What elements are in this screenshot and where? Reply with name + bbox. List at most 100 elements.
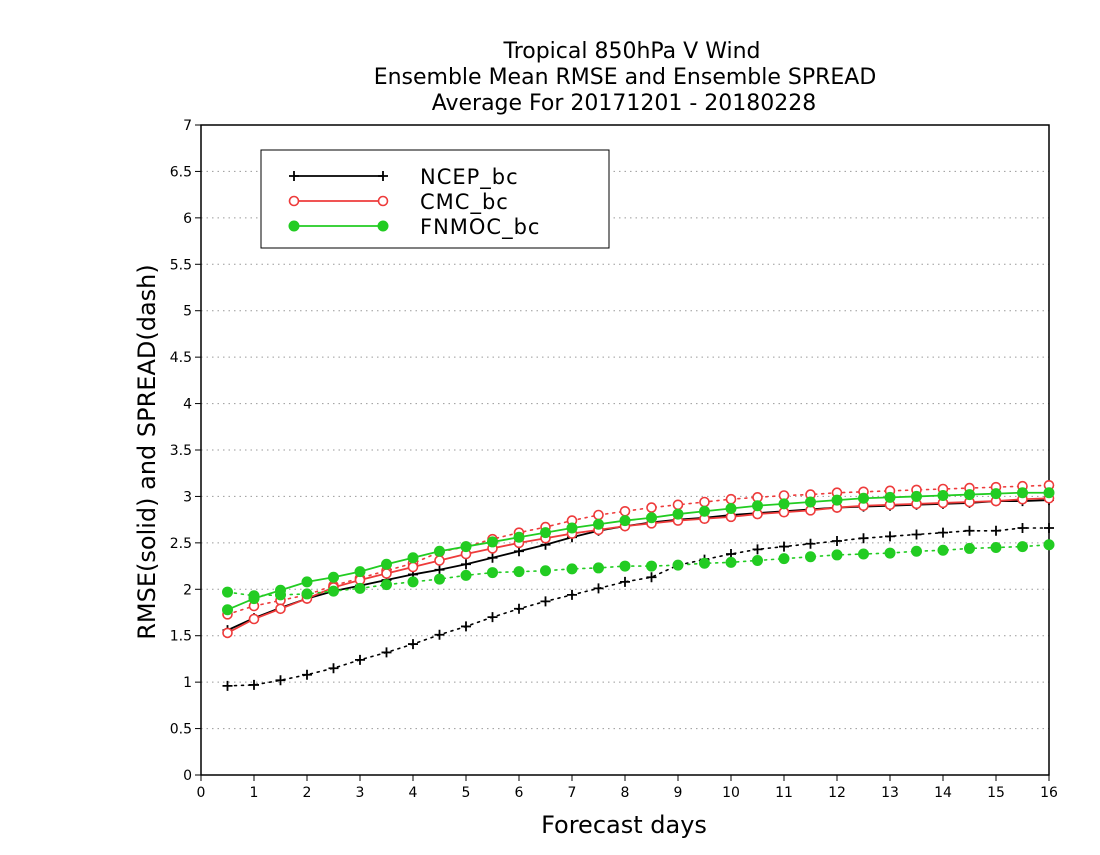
rmse-point-fnmoc-bc <box>407 552 419 564</box>
spread-point-fnmoc-bc <box>619 560 631 572</box>
rmse-point-fnmoc-bc <box>805 496 816 508</box>
spread-point-fnmoc-bc <box>460 569 472 581</box>
spread-point-ncep-bc <box>249 679 259 690</box>
spread-point-ncep-bc <box>911 529 922 540</box>
spread-point-fnmoc-bc <box>884 547 896 559</box>
spread-point-ncep-bc <box>540 596 551 607</box>
x-tick-label: 3 <box>356 785 365 801</box>
spread-point-fnmoc-bc <box>964 542 975 554</box>
x-tick-label: 10 <box>722 785 740 801</box>
x-tick-label: 5 <box>462 785 471 801</box>
x-tick-label: 13 <box>881 785 899 801</box>
legend-marker-ncep-bc <box>378 171 388 181</box>
rmse-point-fnmoc-bc <box>593 518 604 530</box>
spread-point-ncep-bc <box>593 583 604 594</box>
spread-point-ncep-bc <box>885 531 895 542</box>
spread-point-ncep-bc <box>858 533 869 544</box>
x-tick-label: 14 <box>934 785 952 801</box>
spread-point-ncep-bc <box>964 525 975 536</box>
rmse-point-ncep-bc <box>487 552 498 563</box>
x-tick-label: 9 <box>674 785 683 801</box>
gridlines <box>201 170 1049 730</box>
y-tick-label: 0 <box>183 768 192 784</box>
spread-point-fnmoc-bc <box>222 586 233 598</box>
rmse-point-fnmoc-bc <box>672 508 684 520</box>
spread-point-ncep-bc <box>487 612 498 623</box>
legend-marker-ncep-bc <box>289 171 299 181</box>
x-tick-label: 4 <box>409 785 418 801</box>
spread-point-cmc-bc <box>646 502 657 513</box>
rmse-point-fnmoc-bc <box>911 490 922 502</box>
spread-point-cmc-bc <box>699 496 710 508</box>
x-tick-label: 6 <box>515 785 524 801</box>
spread-point-fnmoc-bc <box>911 545 922 557</box>
rmse-point-fnmoc-bc <box>831 494 843 506</box>
spread-point-ncep-bc <box>567 589 577 600</box>
y-tick-label: 6.5 <box>170 164 192 180</box>
spread-point-fnmoc-bc <box>752 555 763 566</box>
y-tick-label: 7 <box>183 118 192 134</box>
spread-point-ncep-bc <box>1017 523 1028 533</box>
spread-point-fnmoc-bc <box>778 553 790 565</box>
y-tick-label: 4 <box>183 397 192 413</box>
legend-marker-cmc-bc <box>288 195 300 207</box>
y-tick-label: 3 <box>183 489 192 505</box>
spread-point-ncep-bc <box>805 538 816 549</box>
spread-point-ncep-bc <box>779 541 789 552</box>
rmse-point-cmc-bc <box>434 555 445 566</box>
series-cmc-bc <box>222 479 1055 639</box>
rmse-point-fnmoc-bc <box>964 489 975 501</box>
axes: 00.511.522.533.544.555.566.570 1 2 3 4 5 6 7 8 9 1… <box>170 118 1058 801</box>
rmse-point-fnmoc-bc <box>646 512 657 524</box>
spread-point-ncep-bc <box>302 669 312 680</box>
chart-title-line-3: Average For 20171201 - 20180228 <box>432 91 817 116</box>
spread-point-ncep-bc <box>991 525 1001 536</box>
rmse-point-ncep-bc <box>461 559 471 570</box>
plot-series <box>222 479 1055 691</box>
rmse-point-fnmoc-bc <box>990 488 1002 500</box>
spread-point-ncep-bc <box>381 647 392 658</box>
spread-point-ncep-bc <box>328 663 339 674</box>
y-tick-label: 4.5 <box>170 350 192 366</box>
rmse-point-fnmoc-bc <box>725 503 737 514</box>
chart-title-line-2: Ensemble Mean RMSE and Ensemble SPREAD <box>374 65 877 90</box>
spread-point-cmc-bc <box>593 509 604 521</box>
spread-point-fnmoc-bc <box>434 573 445 585</box>
rmse-point-fnmoc-bc <box>1017 487 1028 499</box>
rmse-point-fnmoc-bc <box>937 490 949 501</box>
legend-marker-fnmoc-bc <box>377 220 389 232</box>
spread-point-ncep-bc <box>222 680 233 691</box>
rmse-point-fnmoc-bc <box>566 522 578 534</box>
spread-point-ncep-bc <box>461 621 471 632</box>
spread-point-ncep-bc <box>938 527 948 538</box>
spread-point-fnmoc-bc <box>513 566 525 578</box>
legend-label-cmc-bc: CMC_bc <box>420 190 509 215</box>
spread-point-fnmoc-bc <box>672 559 684 571</box>
rmse-point-fnmoc-bc <box>434 545 445 557</box>
rmse-point-fnmoc-bc <box>884 491 896 503</box>
y-tick-label: 5 <box>183 304 192 320</box>
y-tick-label: 5.5 <box>170 257 192 273</box>
spread-point-fnmoc-bc <box>301 588 313 600</box>
rmse-point-fnmoc-bc <box>540 527 551 539</box>
spread-point-fnmoc-bc <box>699 557 710 569</box>
rmse-point-cmc-bc <box>381 568 392 579</box>
spread-point-ncep-bc <box>275 675 286 686</box>
spread-point-fnmoc-bc <box>858 548 869 560</box>
legend-marker-fnmoc-bc <box>288 220 300 232</box>
x-tick-label: 8 <box>621 785 630 801</box>
spread-point-fnmoc-bc <box>354 582 366 594</box>
spread-point-fnmoc-bc <box>1043 539 1055 551</box>
rmse-point-fnmoc-bc <box>248 593 260 605</box>
spread-point-fnmoc-bc <box>540 565 551 577</box>
y-tick-label: 3.5 <box>170 443 192 459</box>
spread-point-ncep-bc <box>620 576 630 587</box>
y-tick-label: 2.5 <box>170 536 192 552</box>
x-tick-label: 12 <box>828 785 846 801</box>
rmse-point-cmc-bc <box>275 603 286 615</box>
spread-point-fnmoc-bc <box>831 549 843 561</box>
rmse-point-cmc-bc <box>407 561 419 573</box>
rmse-point-fnmoc-bc <box>381 558 392 570</box>
spread-point-ncep-bc <box>434 629 445 640</box>
spread-point-fnmoc-bc <box>725 556 737 568</box>
